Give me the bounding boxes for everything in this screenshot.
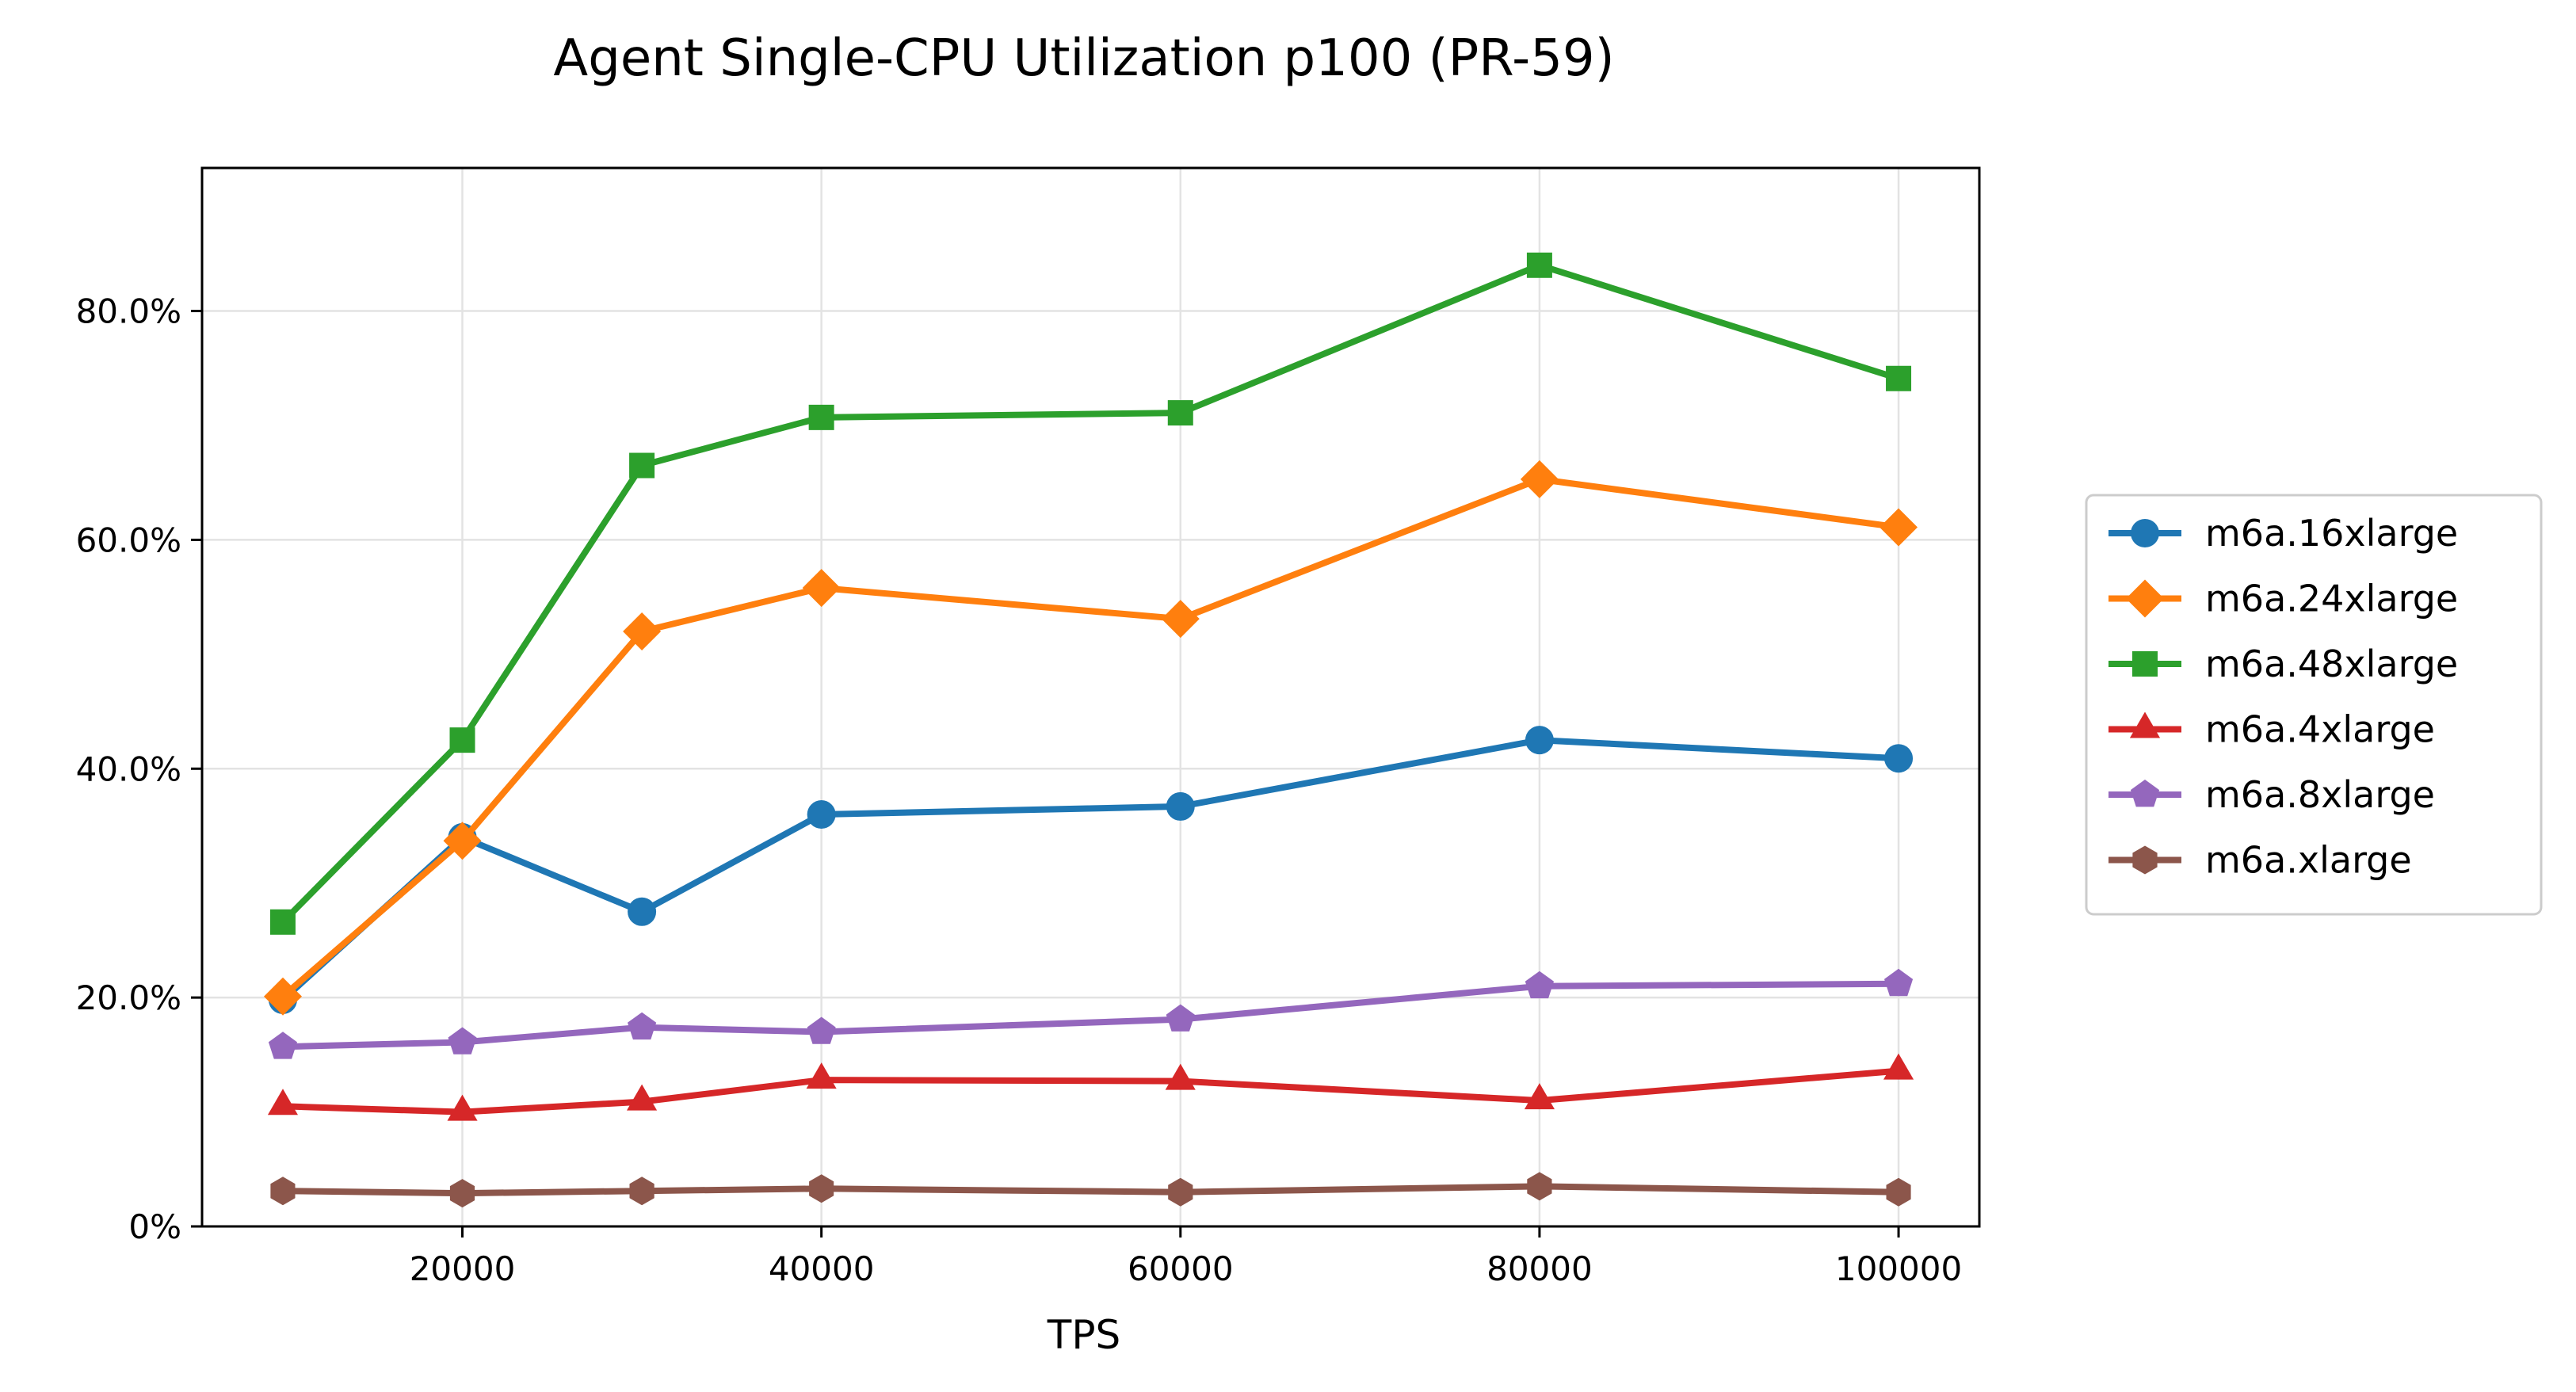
data-point (629, 1177, 654, 1206)
legend-label: m6a.16xlarge (2205, 512, 2458, 555)
data-point (623, 612, 662, 650)
y-tick-label: 20.0% (76, 978, 181, 1017)
legend-marker (2132, 651, 2158, 677)
data-point (264, 977, 302, 1016)
legend-box (2085, 494, 2543, 916)
data-point (808, 404, 834, 430)
data-point (267, 1089, 298, 1116)
data-point (449, 1179, 475, 1208)
y-tick-label: 60.0% (76, 521, 181, 559)
y-tick-label: 80.0% (76, 292, 181, 331)
data-point (809, 1174, 834, 1203)
x-tick-label: 100000 (1835, 1249, 1962, 1288)
legend-marker (2130, 780, 2160, 807)
data-point (628, 897, 657, 926)
data-point (1884, 968, 1914, 997)
data-point (1886, 365, 1912, 391)
data-point (1167, 400, 1193, 426)
data-point (270, 1177, 296, 1206)
data-point (627, 1084, 658, 1111)
legend-item: m6a.48xlarge (2109, 643, 2458, 685)
series-m6a.24xlarge (264, 460, 1918, 1016)
legend-label: m6a.4xlarge (2205, 708, 2435, 751)
series-m6a.xlarge (270, 1172, 1911, 1208)
data-point (1880, 508, 1918, 547)
x-axis-label: TPS (1047, 1312, 1120, 1358)
series-line (280, 980, 1902, 1051)
data-point (269, 909, 296, 935)
legend-item: m6a.xlarge (2109, 839, 2412, 882)
data-point (1168, 1177, 1193, 1207)
data-point (1166, 1004, 1195, 1032)
legend-marker (2129, 711, 2161, 738)
legend-label: m6a.48xlarge (2205, 643, 2458, 685)
data-point (802, 569, 841, 608)
x-tick-label: 80000 (1486, 1249, 1593, 1288)
series-line (280, 1067, 1902, 1116)
data-point (1166, 791, 1195, 821)
series-m6a.48xlarge (269, 252, 1912, 935)
y-tick-label: 40.0% (76, 749, 181, 788)
series-line (280, 1183, 1902, 1197)
legend: m6a.16xlarge m6a.24xlarge m6a.48xlarge m6a.… (2085, 494, 2543, 916)
x-tick-label: 20000 (410, 1249, 516, 1288)
data-point (443, 822, 482, 860)
data-point (1527, 1172, 1552, 1201)
legend-label: m6a.8xlarge (2205, 773, 2435, 816)
legend-marker (2132, 845, 2158, 875)
data-point (1526, 252, 1552, 278)
legend-item: m6a.16xlarge (2109, 512, 2458, 555)
data-point (628, 1012, 657, 1040)
series-layer (264, 252, 1918, 1208)
data-point (1161, 600, 1200, 639)
data-point (448, 1027, 477, 1054)
chart-title: Agent Single-CPU Utilization p100 (PR-59… (553, 29, 1614, 88)
axis-ticks: 20000 40000 60000 80000 100000 0% 20.0% 40.0% 60… (76, 292, 1963, 1288)
legend-marker (2131, 519, 2159, 547)
legend-label: m6a.xlarge (2205, 839, 2412, 882)
x-tick-label: 40000 (769, 1249, 875, 1288)
x-tick-label: 60000 (1128, 1249, 1234, 1288)
legend-item: m6a.4xlarge (2109, 708, 2435, 751)
data-point (268, 1032, 297, 1059)
series-m6a.8xlarge (268, 968, 1914, 1059)
legend-item: m6a.8xlarge (2109, 773, 2435, 816)
data-point (449, 727, 475, 753)
data-point (806, 1062, 837, 1089)
data-point (1525, 971, 1554, 999)
data-point (1520, 460, 1559, 498)
data-point (629, 452, 655, 479)
data-point (807, 1016, 836, 1044)
series-line (280, 475, 1902, 1000)
y-tick-label: 0% (128, 1207, 181, 1246)
legend-marker (2126, 579, 2164, 618)
data-point (1883, 1053, 1914, 1080)
data-point (1884, 744, 1914, 773)
series-line (280, 737, 1902, 1003)
series-line (280, 261, 1902, 925)
data-point (1886, 1177, 1911, 1207)
grid-lines (202, 168, 1979, 1228)
data-point (1525, 726, 1554, 755)
data-point (807, 800, 836, 829)
plot-frame (200, 166, 1981, 1228)
legend-label: m6a.24xlarge (2205, 578, 2458, 620)
series-m6a.4xlarge (267, 1053, 1914, 1121)
legend-item: m6a.24xlarge (2109, 578, 2458, 620)
data-point (1524, 1083, 1555, 1110)
data-point (1165, 1063, 1196, 1090)
data-point (447, 1094, 478, 1121)
